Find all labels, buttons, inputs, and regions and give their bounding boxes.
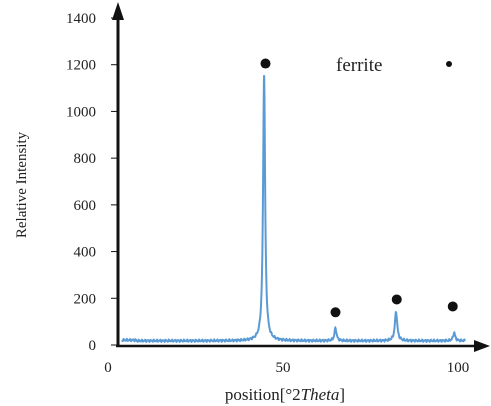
x-axis-label-suffix: ] — [339, 385, 345, 404]
y-axis-label: Relative Intensity — [14, 131, 30, 238]
x-axis-label: position[°2Theta] — [225, 385, 345, 404]
y-axis-ticks: 0 200 400 600 800 1000 1200 1400 — [66, 11, 118, 354]
x-tick-label: 0 — [104, 360, 112, 376]
y-tick-label: 200 — [74, 291, 97, 307]
x-axis-arrow — [474, 340, 490, 352]
phase-marker — [391, 294, 402, 305]
legend-label: ferrite — [336, 55, 382, 76]
x-tick-label: 100 — [447, 360, 470, 376]
series-line-ferrite — [121, 75, 466, 344]
y-tick-label: 800 — [74, 151, 97, 167]
y-tick-label: 1400 — [66, 11, 96, 27]
y-tick-label: 600 — [74, 198, 97, 214]
y-tick-label: 1200 — [66, 58, 96, 74]
y-axis-arrow — [112, 2, 124, 20]
x-axis-label-prefix: position[°2 — [225, 385, 301, 404]
phase-marker — [260, 58, 271, 69]
x-tick-label: 50 — [276, 360, 291, 376]
phase-markers — [260, 58, 458, 318]
y-tick-label: 400 — [74, 245, 97, 261]
phase-marker — [447, 301, 458, 312]
legend-marker — [446, 61, 452, 67]
x-axis-label-theta: Theta — [301, 385, 340, 404]
y-tick-label: 1000 — [66, 104, 96, 120]
phase-marker — [330, 307, 341, 318]
x-axis-ticks: 0 50 100 — [104, 360, 469, 376]
y-tick-label: 0 — [89, 338, 97, 354]
axes — [112, 2, 490, 352]
